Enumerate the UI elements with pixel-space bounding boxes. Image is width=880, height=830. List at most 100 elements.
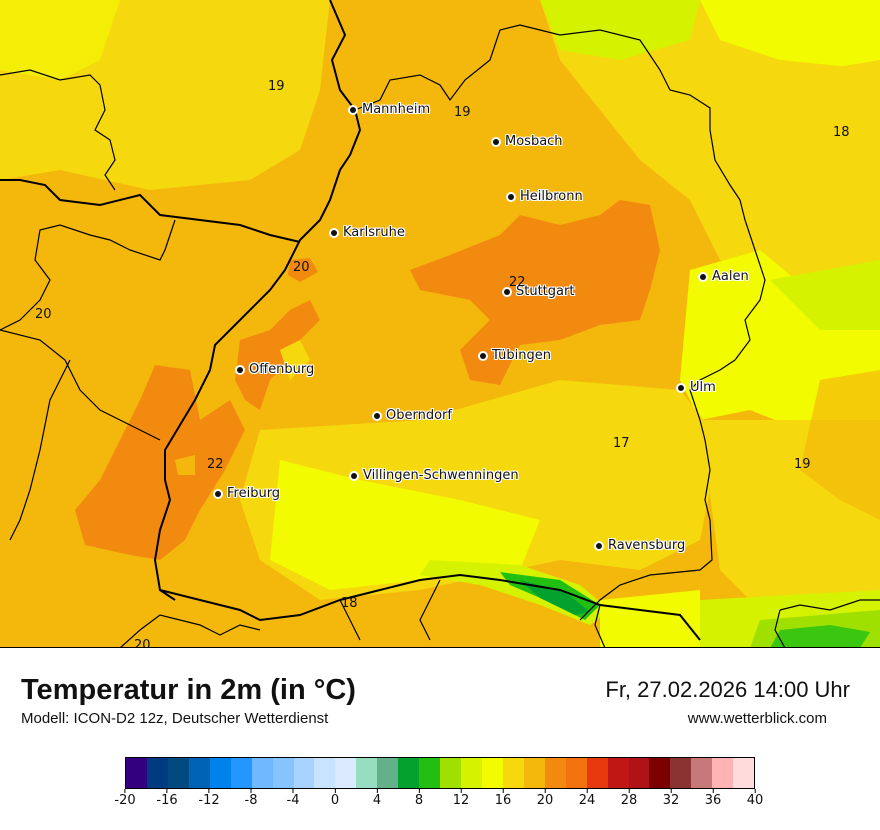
city-name: Aalen (712, 269, 749, 284)
colorbar-tick: 20 (537, 789, 553, 808)
contour-label: 20 (35, 307, 52, 322)
city-dot-icon (374, 413, 380, 419)
city-marker: Tübingen (480, 349, 551, 363)
colorbar-tick: 40 (747, 789, 763, 808)
colorbar-bin (481, 758, 503, 788)
tick-label: -4 (286, 793, 300, 808)
temperature-map: Mannheim Mosbach Heilbronn Karlsruhe Aalen St… (0, 0, 880, 648)
colorbar-bin (335, 758, 357, 788)
contour-label: 22 (509, 275, 526, 290)
tick-mark (208, 789, 210, 793)
contour-label: 18 (833, 125, 850, 140)
colorbar-tick: 28 (621, 789, 637, 808)
colorbar-bin (733, 758, 755, 788)
city-marker: Stuttgart (504, 285, 574, 299)
colorbar-tick: 36 (704, 789, 722, 808)
colorbar-tick: 4 (373, 789, 381, 808)
colorbar-bin (419, 758, 441, 788)
model-subtitle: Modell: ICON-D2 12z, Deutscher Wetterdie… (21, 710, 329, 727)
tick-mark (418, 789, 420, 793)
tick-mark (544, 789, 546, 793)
contour-label: 17 (613, 436, 630, 451)
tick-label: -8 (244, 793, 258, 808)
colorbar-bin (314, 758, 336, 788)
contour-label: 22 (207, 457, 224, 472)
colorbar-bin (398, 758, 420, 788)
city-marker: Mosbach (493, 135, 563, 149)
colorbar-bin (691, 758, 713, 788)
colorbar-bin (126, 758, 147, 788)
tick-mark (502, 789, 504, 793)
contour-label: 20 (134, 638, 151, 649)
city-marker: Karlsruhe (331, 226, 405, 240)
city-name: Ravensburg (608, 538, 686, 553)
city-name: Mannheim (362, 102, 431, 117)
city-dot-icon (215, 491, 221, 497)
city-name: Mosbach (505, 134, 563, 149)
colorbar-bin (670, 758, 692, 788)
tick-mark (334, 789, 336, 793)
tick-mark (376, 789, 378, 793)
tick-label: 36 (704, 793, 722, 808)
tick-mark (628, 789, 630, 793)
temperature-field (0, 0, 880, 648)
colorbar-tick: -4 (286, 789, 300, 808)
colorbar-bin (251, 758, 273, 788)
colorbar-bin (272, 758, 294, 788)
city-dot-icon (508, 194, 514, 200)
colorbar-tick: 24 (578, 789, 596, 808)
city-dot-icon (237, 367, 243, 373)
contour-label: 18 (341, 596, 358, 611)
colorbar-bin (712, 758, 734, 788)
tick-label: 32 (662, 793, 680, 808)
city-marker: Aalen (700, 270, 749, 284)
tick-label: 24 (578, 793, 596, 808)
tick-mark (460, 789, 462, 793)
tick-label: 16 (494, 793, 512, 808)
contour-label: 19 (268, 79, 285, 94)
city-marker: Ulm (678, 381, 716, 395)
colorbar-bin (628, 758, 650, 788)
city-marker: Villingen-Schwenningen (351, 469, 519, 483)
colorbar-bin (293, 758, 315, 788)
colorbar-bin (377, 758, 399, 788)
boundary-lines (0, 0, 880, 648)
colorbar-tick: 32 (662, 789, 680, 808)
city-marker: Heilbronn (508, 190, 583, 204)
city-name: Ulm (690, 380, 716, 395)
city-name: Villingen-Schwenningen (363, 468, 519, 483)
city-name: Offenburg (249, 362, 315, 377)
colorbar-bin (649, 758, 671, 788)
colorbar-tick: -20 (114, 789, 136, 808)
city-name: Karlsruhe (343, 225, 405, 240)
colorbar-bin (461, 758, 482, 788)
tick-mark (670, 789, 672, 793)
website-credit: www.wetterblick.com (687, 710, 827, 727)
city-dot-icon (493, 139, 499, 145)
tick-label: -20 (114, 793, 136, 808)
tick-mark (712, 789, 714, 793)
city-name: Oberndorf (386, 408, 452, 423)
colorbar-bin (356, 758, 378, 788)
chart-title: Temperatur in 2m (in °C) (21, 674, 356, 706)
tick-label: 8 (414, 793, 424, 808)
colorbar-tick: -8 (244, 789, 258, 808)
colorbar-bin (440, 758, 461, 788)
colorbar-tick: 16 (494, 789, 512, 808)
city-marker: Mannheim (350, 103, 430, 117)
colorbar-bin (523, 758, 545, 788)
city-marker: Offenburg (237, 363, 314, 377)
city-name: Freiburg (227, 486, 281, 501)
valid-datetime: Fr, 27.02.2026 14:00 Uhr (605, 677, 850, 702)
city-name: Heilbronn (520, 189, 583, 204)
colorbar-bin (167, 758, 189, 788)
contour-label: 19 (794, 457, 811, 472)
colorbar-bin (146, 758, 168, 788)
city-dot-icon (596, 543, 602, 549)
colorbar-tick: 12 (453, 789, 469, 808)
colorbar-bin (607, 758, 629, 788)
temperature-colorbar (125, 757, 755, 789)
contour-label: 19 (454, 105, 471, 120)
tick-mark (166, 789, 168, 793)
tick-mark (124, 789, 126, 793)
